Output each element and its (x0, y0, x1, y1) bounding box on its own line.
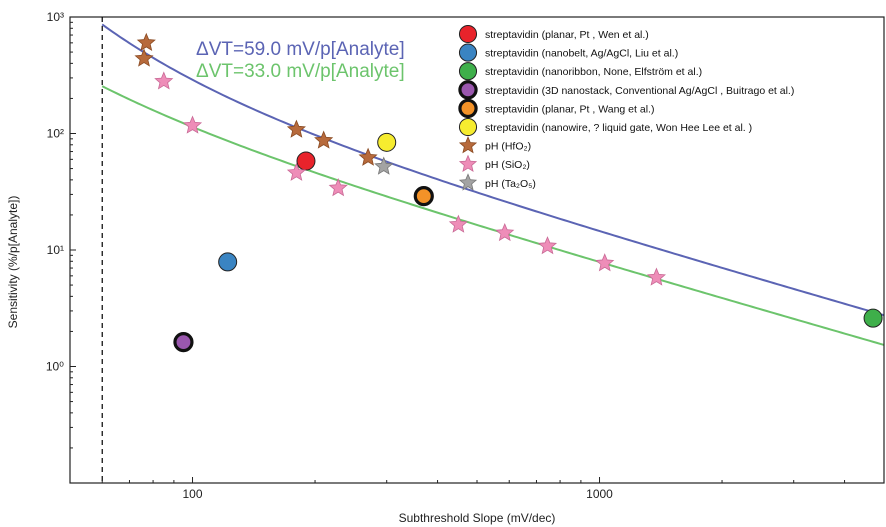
data-point (314, 130, 334, 149)
data-point (377, 132, 397, 152)
legend-label: streptavidin (planar, Pt , Wen et al.) (485, 29, 649, 41)
y-tick-label: 10³ (47, 10, 64, 24)
data-point (136, 32, 156, 51)
legend-marker (458, 80, 478, 100)
curve-annotation-2: ΔVT=33.0 mV/p[Analyte] (196, 61, 405, 82)
axes: 100 1000 10⁰ 10¹ 10² 10³ (46, 10, 885, 501)
legend-label: pH (Ta₂O₅) (485, 178, 536, 190)
legend-marker (458, 62, 478, 81)
x-axis-title: Subthreshold Slope (mV/dec) (399, 511, 556, 525)
y-tick-label: 10⁰ (46, 360, 64, 374)
data-point (328, 178, 348, 197)
legend-label: streptavidin (planar, Pt , Wang et al.) (485, 103, 654, 115)
fit-curve-1 (101, 23, 885, 317)
legend-marker (458, 43, 478, 62)
legend-label: pH (SiO₂) (485, 159, 530, 171)
data-point (182, 115, 203, 134)
data-point (374, 156, 394, 175)
legend: streptavidin (planar, Pt , Wen et al.) st… (458, 24, 794, 191)
data-point (173, 331, 194, 353)
legend-marker (458, 24, 478, 44)
data-point (413, 186, 434, 207)
legend-marker (458, 117, 478, 137)
data-point (537, 236, 558, 255)
data-point (495, 222, 515, 242)
fit-curve-2 (101, 85, 885, 346)
data-points (134, 32, 883, 353)
data-point (646, 267, 667, 286)
curve-annotation-1: ΔVT=59.0 mV/p[Analyte] (196, 39, 405, 60)
data-point (218, 252, 238, 272)
y-axis-title: Sensitivity (%/p[Analyte]) (6, 196, 20, 329)
x-tick-label: 100 (183, 487, 203, 501)
legend-marker (458, 98, 478, 119)
annotations: ΔVT=59.0 mV/p[Analyte]ΔVT=33.0 mV/p[Anal… (196, 39, 405, 82)
data-point (134, 48, 154, 67)
legend-marker (458, 173, 478, 191)
legend-label: streptavidin (nanoribbon, None, Elfström… (485, 66, 702, 78)
legend-label: pH (HfO₂) (485, 141, 531, 153)
legend-marker (458, 136, 478, 154)
legend-label: streptavidin (nanobelt, Ag/AgCl, Liu et … (485, 48, 678, 60)
legend-label: streptavidin (3D nanostack, Conventional… (485, 85, 794, 97)
y-tick-label: 10¹ (47, 243, 64, 257)
legend-label: streptavidin (nanowire, ? liquid gate, W… (485, 122, 752, 134)
fit-curves (101, 23, 885, 346)
data-point (296, 151, 316, 171)
data-point (863, 308, 883, 328)
data-point (154, 71, 174, 90)
data-point (286, 162, 306, 181)
legend-marker (458, 154, 478, 172)
x-tick-label: 1000 (586, 487, 613, 501)
y-tick-label: 10² (47, 127, 64, 141)
data-point (448, 214, 468, 233)
data-point (358, 147, 378, 166)
data-point (595, 253, 615, 272)
data-point (286, 119, 306, 138)
